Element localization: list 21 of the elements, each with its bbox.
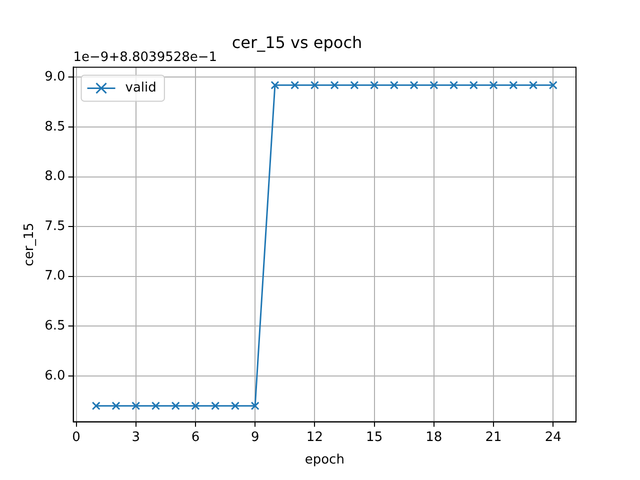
x-tick-label: 0 xyxy=(72,430,80,445)
legend-label: valid xyxy=(125,80,156,96)
x-tick-label: 6 xyxy=(191,430,200,445)
x-tick-label: 24 xyxy=(544,430,562,445)
y-tick-label: 9.0 xyxy=(44,70,66,85)
y-axis-title: cer_15 xyxy=(22,222,38,266)
x-tick-label: 21 xyxy=(485,430,502,445)
y-tick-label: 7.5 xyxy=(44,218,66,234)
x-tick-label: 15 xyxy=(366,430,383,445)
text: 1e−9+8.8039528e−1 xyxy=(73,50,218,66)
chart-title: cer_15 vs epoch xyxy=(232,32,362,52)
x-tick-label: 9 xyxy=(250,430,260,445)
y-tick-label: 6.0 xyxy=(44,368,66,384)
y-tick-label: 6.5 xyxy=(44,318,66,334)
x-tick-label: 3 xyxy=(132,430,140,445)
x-axis-title: epoch xyxy=(304,452,344,468)
x-tick-label: 12 xyxy=(306,430,323,445)
y-tick-label: 8.5 xyxy=(44,119,66,134)
x-tick-label: 18 xyxy=(426,430,442,445)
y-tick-label: 8.0 xyxy=(44,169,66,184)
y-tick-label: 7.0 xyxy=(44,268,66,284)
